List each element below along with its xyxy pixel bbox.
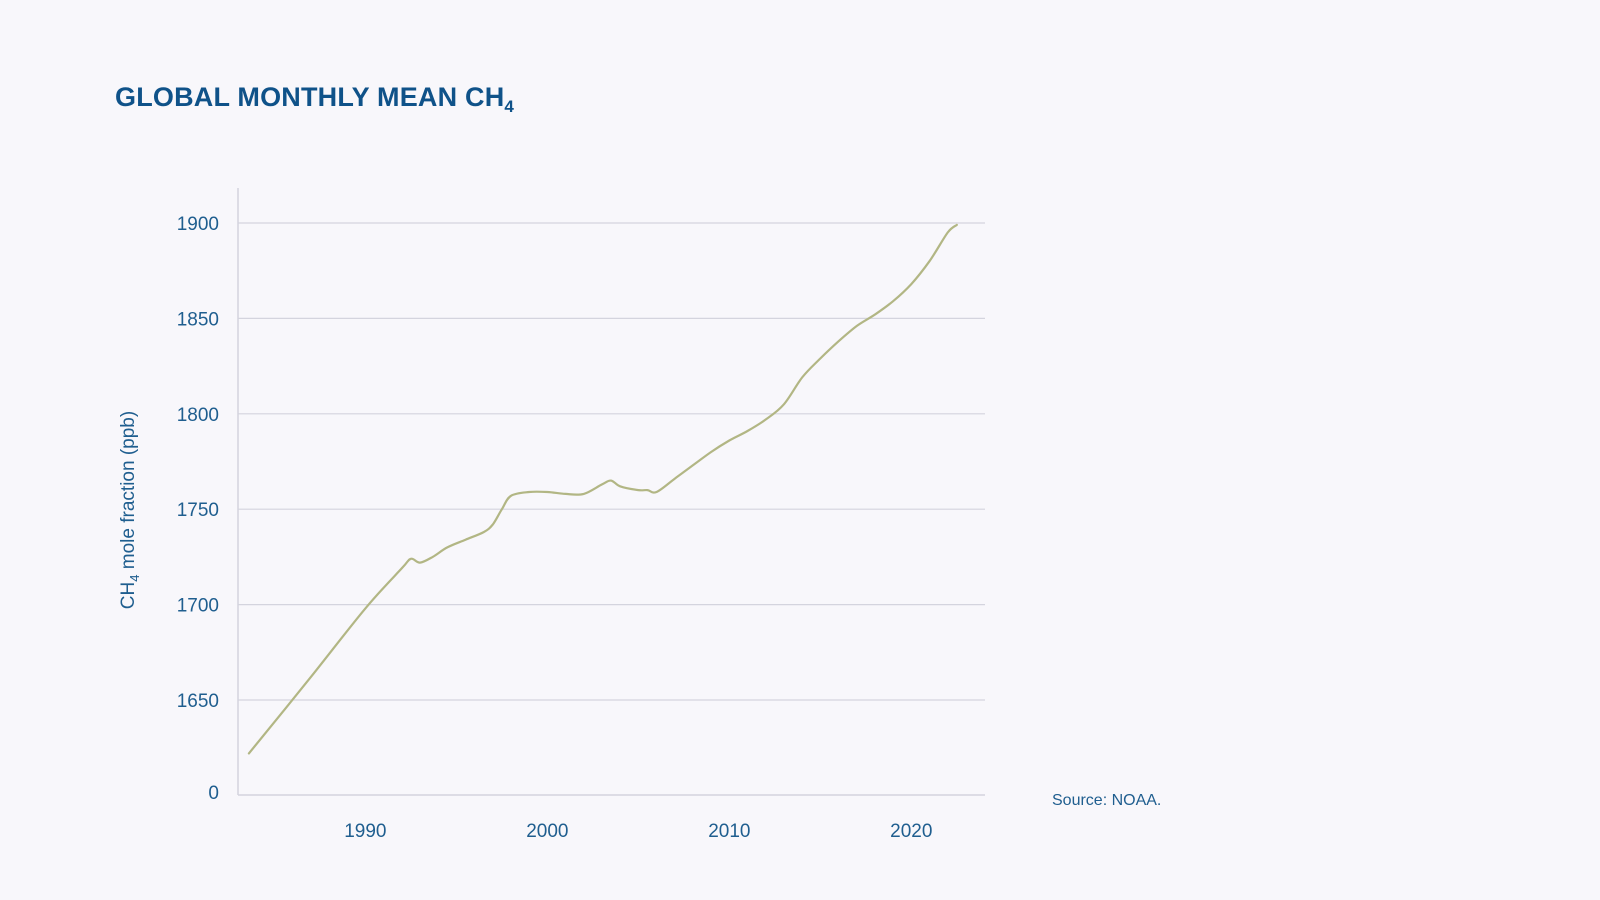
- x-tick-2010: 2010: [708, 821, 750, 842]
- series-layer: [247, 223, 958, 755]
- x-tick-2000: 2000: [526, 821, 568, 842]
- y-axis-label-text: CH: [118, 582, 139, 609]
- y-axis-label-subscript: 4: [127, 575, 142, 582]
- y-axis-label: CH4 mole fraction (ppb): [118, 411, 142, 609]
- y-tick-1850: 1850: [177, 309, 219, 330]
- ticks-layer: 0 1650 1700 1750 1800 1850 1900 1990 2000 2010 202…: [177, 214, 933, 842]
- x-tick-2020: 2020: [890, 821, 932, 842]
- y-tick-0: 0: [208, 783, 219, 804]
- y-tick-1750: 1750: [177, 500, 219, 521]
- y-axis-label-suffix: mole fraction (ppb): [118, 411, 139, 575]
- y-tick-1900: 1900: [177, 214, 219, 235]
- source-note: Source: NOAA.: [1052, 792, 1162, 809]
- y-tick-1800: 1800: [177, 405, 219, 426]
- page-title: GLOBAL MONTHLY MEAN CH4: [115, 82, 514, 117]
- page-title-text: GLOBAL MONTHLY MEAN CH: [115, 82, 505, 112]
- y-tick-1650: 1650: [177, 691, 219, 712]
- grid-layer: [238, 222, 985, 701]
- x-tick-1990: 1990: [344, 821, 386, 842]
- y-tick-1700: 1700: [177, 596, 219, 617]
- axes-layer: [237, 188, 985, 796]
- series-line-ch4: [247, 223, 958, 755]
- page-title-subscript: 4: [504, 97, 515, 116]
